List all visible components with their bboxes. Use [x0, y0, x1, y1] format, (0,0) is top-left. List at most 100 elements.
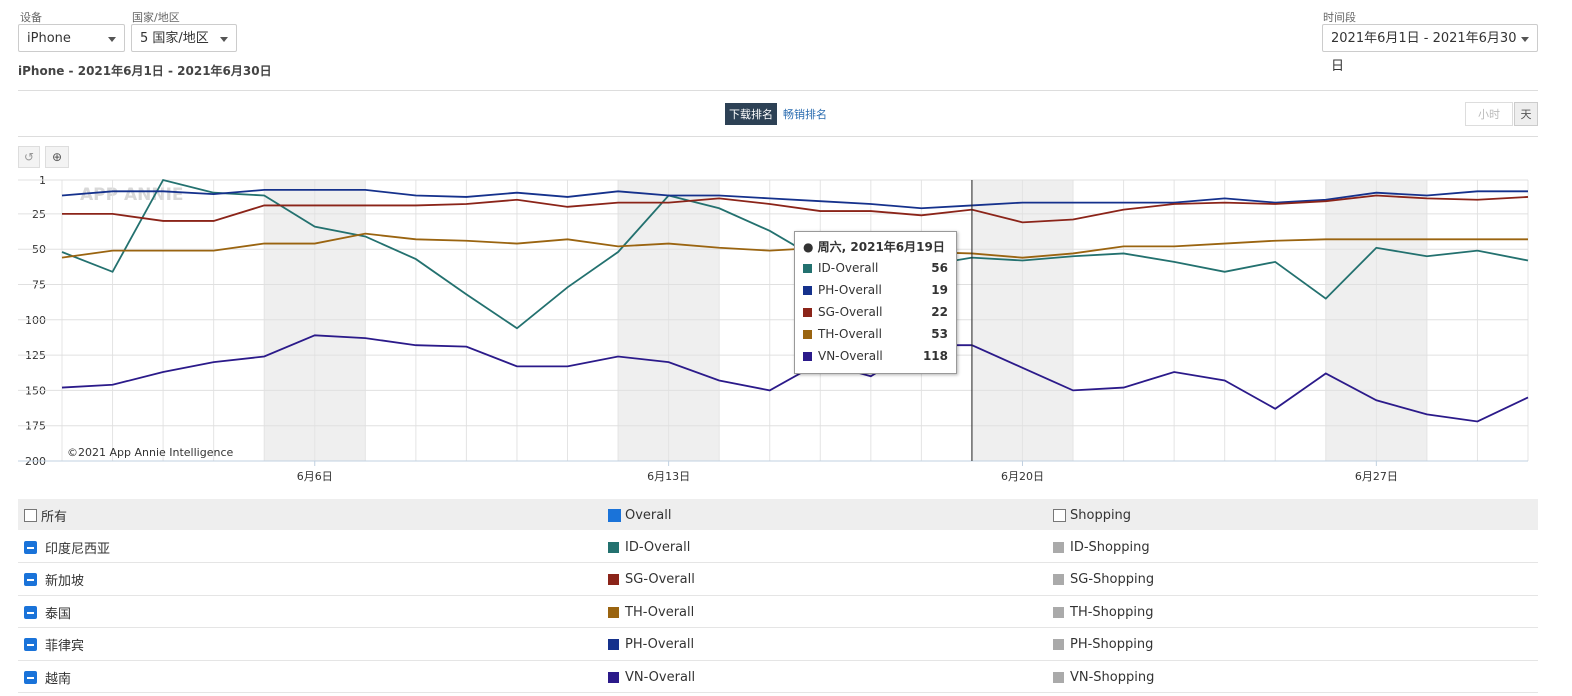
swatch — [803, 307, 812, 317]
tooltip-row: ID-Overall 56 — [803, 257, 948, 279]
country: 新加坡 — [45, 574, 85, 589]
tooltip-row: TH-Overall 53 — [803, 323, 948, 345]
checkbox[interactable] — [1053, 508, 1066, 522]
series-value: 118 — [922, 349, 948, 363]
series-value: 56 — [931, 261, 948, 275]
series-value: 22 — [931, 305, 948, 319]
checkbox[interactable] — [24, 508, 37, 522]
overall-cell: ID-Overall — [608, 531, 690, 563]
swatch — [803, 285, 812, 295]
country-cell: 菲律宾 — [18, 629, 84, 661]
series-value: 53 — [931, 327, 948, 341]
swatch — [803, 329, 812, 339]
overall-cell: TH-Overall — [608, 596, 694, 628]
toggle[interactable] — [24, 638, 37, 651]
series-name: TH-Overall — [818, 327, 882, 341]
tooltip-date: 周六, 2021年6月19日 — [817, 240, 945, 254]
series-name: ID-Overall — [818, 261, 879, 275]
table-header: 所有 Overall Shopping — [18, 499, 1538, 530]
series-value: 19 — [931, 283, 948, 297]
tooltip-row: SG-Overall 22 — [803, 301, 948, 323]
tooltip-title: ● 周六, 2021年6月19日 — [803, 240, 945, 254]
toggle[interactable] — [24, 573, 37, 586]
country: 泰国 — [45, 606, 72, 622]
divider — [18, 136, 1538, 137]
swatch — [803, 351, 812, 361]
device-label: 设备 — [20, 11, 42, 24]
tooltip: ● 周六, 2021年6月19日 ID-Overall 56 PH-Overall 1… — [794, 231, 957, 374]
tab-revenue[interactable]: 畅销排名 — [783, 108, 827, 121]
swatch — [1053, 639, 1064, 650]
y-tick-label: 25 — [32, 208, 46, 221]
x-tick-label: 6月27日 — [1355, 470, 1398, 483]
shopping-cell: PH-Shopping — [1053, 629, 1153, 661]
country-cell: 泰国 — [18, 596, 71, 628]
shopping-name: VN-Shopping — [1070, 669, 1155, 685]
shopping-cell: SG-Shopping — [1053, 564, 1154, 596]
country-cell: 新加坡 — [18, 564, 84, 596]
watermark: APP ANNIE — [80, 185, 184, 205]
toggle[interactable] — [24, 670, 37, 684]
overall-name: TH-Overall — [625, 604, 695, 620]
country: 印度尼西亚 — [45, 541, 111, 557]
reset-button[interactable]: ↺ — [18, 146, 40, 168]
x-tick-label: 6月13日 — [647, 470, 690, 483]
series-line — [61, 334, 1529, 423]
swatch — [608, 639, 619, 650]
table-row: 菲律宾 PH-Overall PH-Shopping — [18, 629, 1538, 661]
overall-name: VN-Overall — [625, 669, 696, 685]
table-row: 印度尼西亚 ID-Overall ID-Shopping — [18, 531, 1538, 563]
table-row: 新加坡 SG-Overall SG-Shopping — [18, 564, 1538, 596]
toggle[interactable] — [24, 540, 37, 554]
swatch — [608, 574, 619, 585]
tab-downloads[interactable]: 下载排名 — [725, 103, 777, 125]
tooltip-row: PH-Overall 19 — [803, 279, 948, 301]
region-select[interactable]: 5 国家/地区 — [131, 24, 237, 52]
credit: ©2021 App Annie Intelligence — [67, 446, 234, 459]
period-label: 时间段 — [1323, 11, 1356, 24]
device-select[interactable]: iPhone — [18, 24, 125, 52]
shopping-name: ID-Shopping — [1070, 539, 1150, 555]
country: 越南 — [45, 671, 72, 687]
region-label: 国家/地区 — [132, 11, 180, 24]
series-name: PH-Overall — [818, 283, 882, 297]
table-row: 泰国 TH-Overall TH-Shopping — [18, 596, 1538, 628]
chart: APP ANNIE 12550751001251501752006月6日6月13… — [18, 174, 1529, 483]
overall-cell: PH-Overall — [608, 629, 694, 661]
country-cell: 越南 — [18, 661, 71, 693]
x-tick-label: 6月20日 — [1001, 470, 1044, 483]
header-overall: Overall — [625, 507, 672, 523]
series-name: VN-Overall — [818, 349, 883, 363]
swatch — [608, 671, 619, 683]
shopping-name: TH-Shopping — [1070, 604, 1154, 620]
overall-name: PH-Overall — [625, 637, 695, 652]
subtitle: iPhone - 2021年6月1日 - 2021年6月30日 — [18, 64, 272, 78]
shopping-cell: TH-Shopping — [1053, 596, 1153, 628]
shopping-cell: ID-Shopping — [1053, 531, 1150, 563]
swatch — [1053, 671, 1064, 683]
series-line — [62, 194, 1529, 224]
shopping-name: SG-Shopping — [1070, 572, 1155, 587]
swatch — [1053, 606, 1064, 618]
header-all: 所有 — [41, 509, 68, 525]
swatch — [803, 263, 812, 273]
overall-cell: VN-Overall — [608, 661, 695, 693]
toggle[interactable] — [24, 605, 37, 619]
swatch — [1053, 541, 1064, 553]
series-name: SG-Overall — [818, 305, 883, 319]
divider — [18, 90, 1538, 91]
shopping-cell: VN-Shopping — [1053, 661, 1154, 693]
country: 菲律宾 — [45, 639, 85, 654]
granularity-day[interactable]: 天 — [1514, 102, 1538, 126]
checkbox[interactable] — [608, 508, 621, 522]
x-tick-label: 6月6日 — [297, 470, 333, 483]
period-select[interactable]: 2021年6月1日 - 2021年6月30日 — [1322, 24, 1538, 74]
granularity-hour[interactable]: 小时 — [1465, 102, 1513, 126]
swatch — [608, 606, 619, 618]
overall-cell: SG-Overall — [608, 564, 695, 596]
tooltip-row: VN-Overall 118 — [803, 345, 948, 367]
zoom-button[interactable]: ⊕ — [45, 146, 69, 168]
overall-name: SG-Overall — [625, 572, 695, 587]
swatch — [1053, 574, 1064, 585]
